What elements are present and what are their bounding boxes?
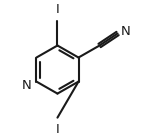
Text: N: N <box>121 25 130 38</box>
Text: I: I <box>56 3 59 16</box>
Text: I: I <box>56 123 59 136</box>
Text: N: N <box>22 79 31 92</box>
